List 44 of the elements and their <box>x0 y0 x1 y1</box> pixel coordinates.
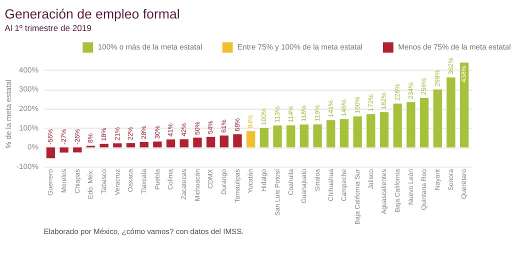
bar <box>393 104 402 148</box>
bar <box>353 116 362 148</box>
bar <box>166 139 176 148</box>
y-tick-label: 0% <box>28 142 39 152</box>
y-tick-label: 400% <box>19 65 39 74</box>
bar <box>126 143 136 148</box>
chart-subtitle: Al 1º trimestre de 2019 <box>4 22 92 33</box>
bar <box>433 90 442 148</box>
bar <box>206 136 216 148</box>
legend-label: 100% o más de la meta estatal <box>98 42 202 52</box>
bar <box>460 62 469 148</box>
bar <box>73 147 82 152</box>
bar <box>140 142 148 148</box>
bar <box>113 143 122 148</box>
y-tick-label: 100% <box>19 123 39 132</box>
bar <box>100 144 108 148</box>
bar <box>366 114 376 148</box>
bar <box>406 102 416 148</box>
bar <box>233 134 242 148</box>
bar <box>300 124 309 148</box>
y-tick-label: -100% <box>16 162 39 172</box>
bar <box>60 147 68 153</box>
text: Elaborado por México, ¿cómo vamos? con datos del IMSS. <box>44 227 244 236</box>
bar <box>326 120 336 148</box>
bar <box>180 139 188 148</box>
bar <box>246 131 256 148</box>
bar <box>193 138 202 148</box>
chart-title: Generación de empleo formal <box>4 6 180 22</box>
y-tick-label: 300% <box>19 84 39 94</box>
bar <box>380 112 389 148</box>
bar <box>46 147 56 158</box>
bar <box>420 98 429 148</box>
y-axis-title: % de la meta estatal <box>4 79 13 148</box>
bar <box>340 119 349 148</box>
bar <box>153 142 162 148</box>
bar <box>260 128 269 148</box>
bar <box>313 124 322 148</box>
legend-label: Entre 75% y 100% de la meta estatal <box>238 42 363 52</box>
legend-label: Menos de 75% de la meta estatal <box>398 42 512 52</box>
bar <box>446 77 456 148</box>
bar <box>220 136 228 148</box>
bar <box>273 125 282 148</box>
y-tick-label: 200% <box>19 104 39 114</box>
bar <box>286 125 296 148</box>
